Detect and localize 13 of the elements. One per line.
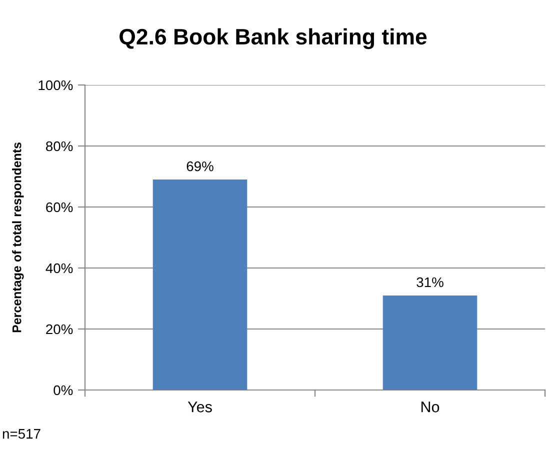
- x-tick-label: Yes: [188, 402, 212, 412]
- text: 31%: [416, 277, 444, 288]
- y-tick-label: 40%: [46, 263, 73, 274]
- y-tick-label: 100%: [38, 80, 73, 90]
- x-tick-label: No: [421, 402, 440, 412]
- text: n=517: [2, 429, 40, 439]
- y-tick-label: 0%: [54, 385, 73, 396]
- y-axis-title: Percentage of total respondents: [12, 142, 24, 332]
- chart-title: Q2.6 Book Bank sharing time: [120, 28, 427, 50]
- y-tick-label: 80%: [46, 141, 73, 152]
- text: 69%: [186, 161, 214, 172]
- y-tick-label: 60%: [46, 202, 73, 212]
- y-tick-label: 20%: [46, 324, 73, 334]
